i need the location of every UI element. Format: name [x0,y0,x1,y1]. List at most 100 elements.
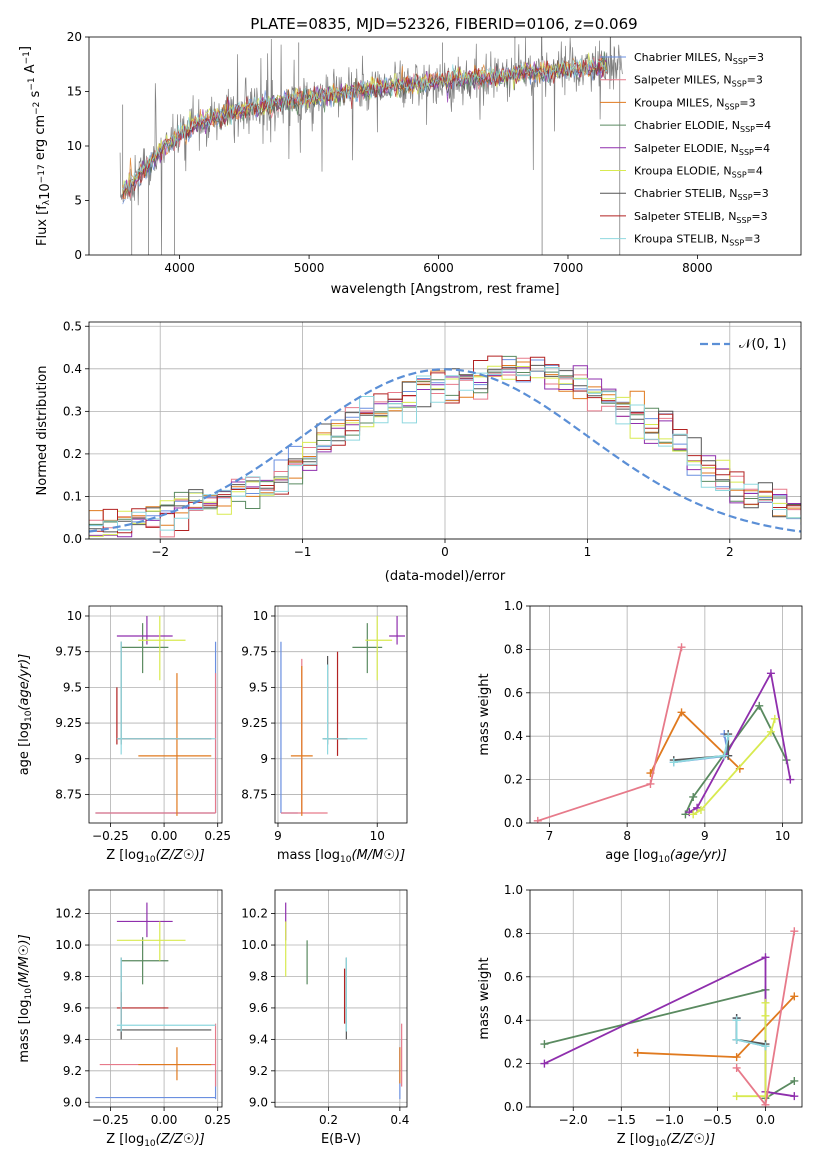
legend-gaussian-label: 𝒩(0, 1) [739,337,786,352]
x-tick-label: 10 [775,829,790,843]
model-spectrum-line [122,52,608,196]
x-tick-label: 5000 [294,261,325,275]
axes-frame [274,605,408,824]
legend-label: Salpeter ELODIE, NSSP=4 [634,142,770,157]
y-tick-label: 9 [260,752,268,766]
weight-marker [732,1053,741,1062]
clipped-marks [540,927,799,1107]
x-tick-label: 0.00 [151,829,178,843]
x-tick-label: 1 [584,545,592,559]
y-tick-label: 9 [74,752,82,766]
y-tick-label: 0 [74,248,82,262]
legend-label: Salpeter MILES, NSSP=3 [634,74,763,89]
y-tick-label: 9.5 [249,680,268,694]
weight-marker [540,1059,549,1068]
x-tick-label: 0 [441,545,449,559]
age-vs-metallicity-panel: −0.25 0.00 0.25 8.75 9 9.25 9.5 9.75 10 Z [log10(… [17,605,231,865]
x-tick-label: −0.25 [92,1113,129,1127]
weight-series-line [684,704,788,815]
weight-marker [677,708,686,717]
y-tick-label: 10 [67,609,82,623]
clipped-marks [89,355,801,539]
x-tick-label: −1 [294,545,312,559]
x-tick-label: 0.2 [319,1113,338,1127]
x-axis-label: E(B-V) [321,1132,361,1147]
plot-area [89,606,222,823]
y-tick-label: 0.4 [504,729,523,743]
axes-frame [529,605,803,824]
y-tick-label: 9.4 [63,1032,82,1046]
clipped-marks [280,615,406,816]
y-tick-label: 0.8 [504,642,523,656]
weight-marker [669,758,678,767]
y-tick-label: 9.0 [249,1095,268,1109]
x-axis-label: wavelength [Angstrom, rest frame] [331,282,560,297]
grid [89,890,222,1107]
y-axis-label: Flux [fλ10−17 erg cm−2 s−1 A−1] [18,46,53,246]
gaussian-curve [89,368,801,533]
weight-marker [540,1040,549,1049]
weight-series-line [688,670,792,813]
mass-vs-extinction-panel: 0.2 0.4 9.0 9.2 9.4 9.6 9.8 10.0 10.2 E(B-V) [241,889,409,1147]
weight-marker [720,751,729,760]
weight-series-line [692,718,776,816]
legend-label: Kroupa MILES, NSSP=3 [634,96,756,111]
x-tick-label: 0.25 [204,1113,231,1127]
legend-label: Kroupa STELIB, NSSP=3 [634,233,760,248]
plot-area [530,890,802,1107]
weight-marker [790,1076,799,1085]
weight-marker [732,1016,741,1025]
y-tick-label: 10 [253,609,268,623]
x-axis-label: (data-model)/error [385,569,506,584]
legend-label: Kroupa ELODIE, NSSP=4 [634,165,763,180]
y-tick-label: 0.4 [504,1013,523,1027]
x-tick-label: 8 [623,829,631,843]
x-tick-label: 8000 [682,261,713,275]
weight-marker [732,1035,741,1044]
y-tick-label: 9.25 [241,716,268,730]
plot-area [275,890,407,1107]
y-tick-label: 5 [74,194,82,208]
histogram-step-line [89,367,801,539]
clipped-marks [119,37,623,255]
figure-title: PLATE=0835, MJD=52326, FIBERID=0106, z=0… [250,15,637,33]
x-axis-label: Z [log10(Z/Z☉)] [617,1132,715,1149]
y-axis-label: mass weight [477,957,492,1039]
weight-marker [732,1063,741,1072]
y-tick-label: 0.1 [63,489,82,503]
x-tick-label: −2.0 [559,1113,588,1127]
clipped-marks [285,902,403,1100]
x-axis-label: Z [log10(Z/Z☉)] [106,848,204,865]
residual-histogram-panel: −2 −1 0 1 2 0.0 0.1 0.2 0.3 0.4 0.5 (data-model)/er… [35,319,802,584]
x-axis-label: age [log10(age/yr)] [605,848,727,865]
y-tick-label: 1.0 [504,883,523,897]
weight-marker [761,1092,770,1101]
clipped-marks [95,615,217,816]
y-tick-label: 10.0 [55,938,82,952]
clipped-marks [533,643,795,823]
model-spectrum-line [122,58,608,192]
y-axis-label: age [log10(age/yr)] [17,654,34,776]
plot-area [275,606,407,823]
clipped-marks [95,902,217,1100]
axes-frame [88,605,223,824]
y-tick-label: 8.75 [55,787,82,801]
weight-marker [677,643,686,652]
legend-label: Chabrier STELIB, NSSP=3 [634,187,769,202]
y-tick-label: 0.0 [63,532,82,546]
x-tick-label: −2 [151,545,169,559]
y-tick-label: 0.2 [504,1057,523,1071]
age-vs-mass-panel: 9 10 8.75 9 9.25 9.5 9.75 10 mass [log10(M/M☉)] [241,605,408,865]
y-tick-label: 0.3 [63,404,82,418]
x-tick-label: 10 [370,829,385,843]
x-tick-label: 7 [546,829,554,843]
x-tick-label: −0.5 [703,1113,732,1127]
y-axis-label: mass weight [477,673,492,755]
y-tick-label: 9.5 [63,680,82,694]
y-tick-label: 0.0 [504,816,523,830]
axes-frame [88,889,223,1108]
y-tick-label: 0.2 [63,447,82,461]
axes-frame [88,36,802,256]
x-axis-label: mass [log10(M/M☉)] [277,848,405,865]
